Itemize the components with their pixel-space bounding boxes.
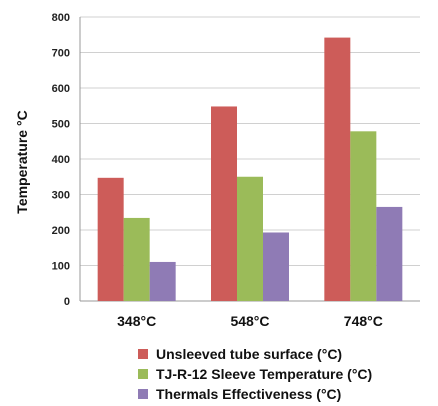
legend-item-thermals: Thermals Effectiveness (°C) [138,384,372,404]
legend-item-sleeve: TJ-R-12 Sleeve Temperature (°C) [138,364,372,384]
legend-swatch-thermals [138,389,148,399]
y-tick-label: 800 [52,12,70,24]
legend-item-unsleeved: Unsleeved tube surface (°C) [138,344,372,364]
legend-label-unsleeved: Unsleeved tube surface (°C) [156,346,343,362]
y-tick-label: 600 [52,83,70,95]
y-tick-label: 700 [52,48,70,60]
legend: Unsleeved tube surface (°C) TJ-R-12 Slee… [138,344,372,404]
bar-thermals-3 [376,206,403,301]
legend-label-sleeve: TJ-R-12 Sleeve Temperature (°C) [156,366,373,382]
bar-unsleeved-3 [324,37,351,302]
bar-sleeve-3 [350,131,377,301]
y-tick-label: 200 [52,225,70,237]
y-tick-label: 100 [52,261,70,273]
bar-sleeve-2 [237,176,263,301]
bar-unsleeved-1 [97,177,124,301]
bars [97,37,403,302]
y-tick-label: 500 [52,119,70,131]
x-category-labels: 348°C 548°C 748°C [117,313,383,329]
legend-label-thermals: Thermals Effectiveness (°C) [156,386,342,402]
bar-thermals-1 [149,261,176,301]
x-category-label: 348°C [117,313,156,329]
y-axis-label: Temperature °C [14,110,30,213]
bar-sleeve-1 [123,217,150,301]
legend-swatch-sleeve [138,369,148,379]
y-tick-label: 300 [52,190,70,202]
bar-unsleeved-2 [211,106,237,302]
x-category-label: 748°C [344,313,383,329]
y-tick-labels: 0 100 200 300 400 500 600 700 800 [52,12,70,308]
x-category-label: 548°C [230,313,269,329]
y-tick-label: 0 [64,296,70,308]
y-tick-label: 400 [52,154,70,166]
bar-thermals-2 [263,232,289,301]
legend-swatch-unsleeved [138,349,148,359]
